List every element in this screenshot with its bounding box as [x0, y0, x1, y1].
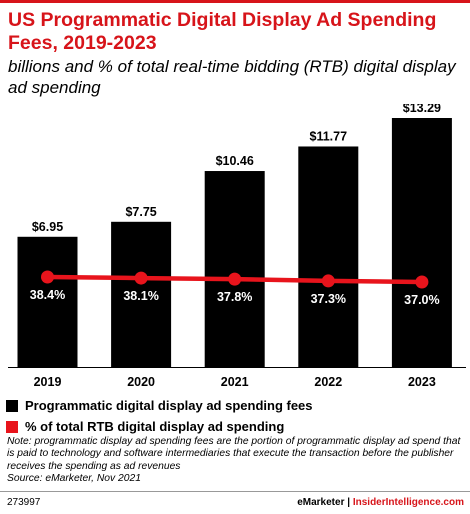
bar-value-label-2020: $7.75 [125, 205, 156, 219]
rtb-share-point-2021 [228, 272, 242, 286]
x-tick-label-2019: 2019 [34, 375, 62, 389]
legend-item-rtb-share: % of total RTB digital display ad spendi… [6, 416, 313, 437]
bar-2022 [298, 146, 359, 367]
bar-value-label-2022: $11.77 [310, 129, 348, 143]
x-tick-label-2023: 2023 [408, 375, 436, 389]
top-accent-bar [0, 0, 470, 3]
rtb-share-label-2021: 37.8% [217, 290, 252, 304]
chart-legend: Programmatic digital display ad spending… [6, 395, 313, 437]
rtb-share-label-2019: 38.4% [30, 288, 65, 302]
legend-swatch-rtb-share [6, 420, 18, 433]
legend-label-fees: Programmatic digital display ad spending… [25, 398, 313, 413]
bar-2021 [204, 171, 265, 367]
bar-value-label-2019: $6.95 [32, 220, 63, 234]
rtb-share-point-2023 [415, 275, 429, 289]
rtb-share-label-2020: 38.1% [123, 289, 158, 303]
bar-value-label-2021: $10.46 [216, 154, 254, 168]
rtb-share-point-2022 [321, 274, 335, 288]
x-tick-label-2020: 2020 [127, 375, 155, 389]
chart-plot: $6.95 $7.75 $10.46 $11.77 $13.29 38.4% 38.1% 37… [8, 104, 466, 389]
x-tick-label-2022: 2022 [314, 375, 342, 389]
legend-item-fees: Programmatic digital display ad spending… [6, 395, 313, 416]
chart-id: 273997 [7, 497, 41, 508]
rtb-share-label-2022: 37.3% [311, 292, 346, 306]
chart-subtitle: billions and % of total real-time biddin… [8, 57, 456, 97]
legend-swatch-fees [6, 399, 18, 412]
brand-separator: | [347, 497, 351, 508]
x-tick-label-2021: 2021 [221, 375, 249, 389]
brand-emarketer: eMarketer [297, 497, 345, 508]
bar-2020 [111, 221, 172, 367]
footer-brand: eMarketer | InsiderIntelligence.com [297, 497, 464, 508]
rtb-share-label-2023: 37.0% [404, 293, 439, 307]
source-text: Source: eMarketer, Nov 2021 [7, 472, 141, 484]
bar-2023 [391, 118, 452, 367]
chart-note: Note: programmatic display ad spending f… [7, 436, 467, 485]
rtb-share-point-2020 [134, 271, 148, 285]
note-text: Note: programmatic display ad spending f… [7, 436, 461, 472]
legend-label-rtb-share: % of total RTB digital display ad spendi… [25, 419, 285, 434]
bar-2019 [17, 236, 78, 367]
rtb-share-point-2019 [41, 270, 54, 284]
footer-divider [0, 491, 470, 492]
chart-title: US Programmatic Digital Display Ad Spend… [8, 9, 437, 54]
bar-value-label-2023: $13.29 [403, 104, 441, 115]
brand-insider-intelligence: InsiderIntelligence.com [352, 497, 464, 508]
